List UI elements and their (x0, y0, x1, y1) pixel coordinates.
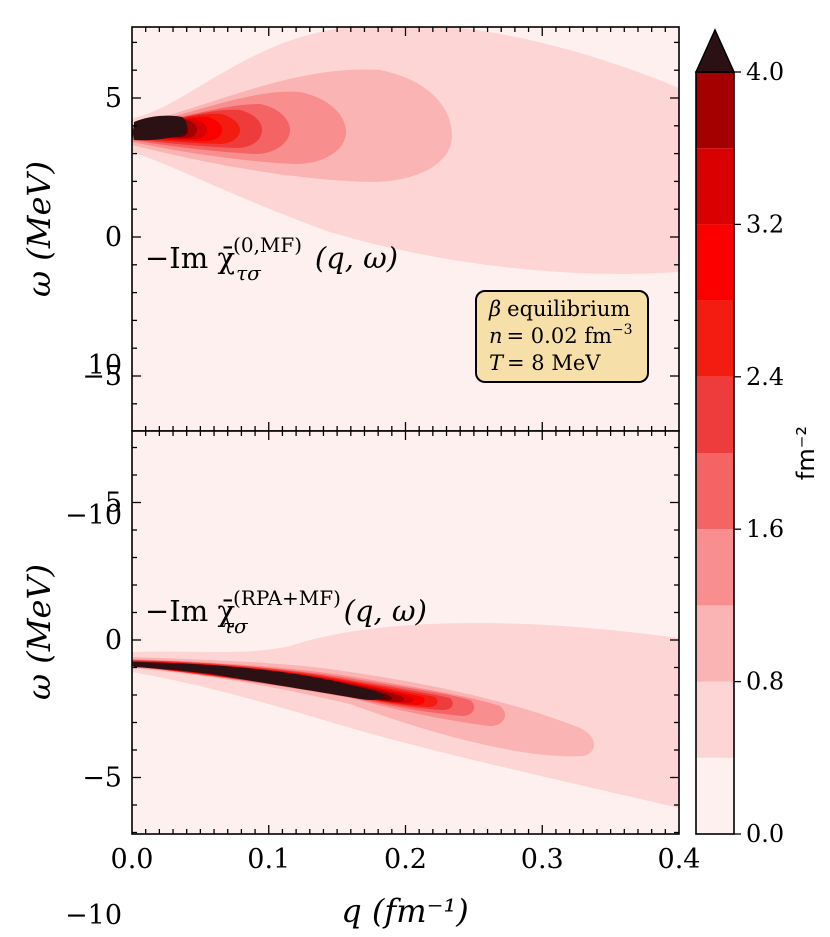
x-tick-label-0.1: 0.1 (247, 844, 290, 875)
info-density-symbol: n (489, 324, 503, 348)
bottom-y-axis-label: ω (MeV) (20, 564, 58, 700)
x-axis-label: q (fm⁻¹) (341, 892, 469, 930)
colorbar-tick-label-2.4: 2.4 (746, 363, 784, 391)
colorbar-tick-label-0: 0.0 (746, 820, 784, 848)
info-box-background (475, 290, 649, 383)
colorbar-segment-2.8 (696, 224, 734, 301)
bottom-contour-over-max (134, 662, 384, 700)
top-panel-ticks: 10 5 0 −5 −10 (65, 27, 679, 531)
top-panel: 10 5 0 −5 −10 −Im χ̄(0,MF) τσ (q, ω) βequilibr… (65, 26, 680, 531)
info-beta-symbol: β (488, 297, 501, 321)
colorbar-segment-1.2 (696, 529, 734, 606)
x-tick-label-0: 0.0 (111, 844, 154, 875)
x-tick-label-0.3: 0.3 (521, 844, 564, 875)
info-density-exponent: −3 (612, 322, 633, 338)
top-y-tick-label--10: −10 (65, 500, 122, 531)
colorbar-label: fm⁻² (792, 426, 820, 480)
bottom-panel-ticks: 10 5 0 −5 −10 0.0 0.1 0.2 0.3 0.4 (65, 350, 700, 931)
top-title-subscript: τσ (236, 261, 262, 285)
info-density-value: = 0.02 fm (507, 324, 612, 348)
info-temperature-value: = 8 MeV (507, 351, 601, 375)
colorbar-tick-label-4: 4.0 (746, 58, 784, 86)
bottom-title-subscript: τσ (223, 614, 249, 638)
top-y-axis-label: ω (MeV) (20, 161, 58, 297)
colorbar-tick-label-0.8: 0.8 (746, 668, 784, 696)
colorbar-tick-label-3.2: 3.2 (746, 210, 784, 238)
colorbar-segments (696, 72, 734, 834)
colorbar-segment-3.6 (696, 72, 734, 149)
top-y-tick-label-5: 5 (105, 83, 122, 114)
bottom-panel-title: −Im χ̄(RPA+MF) τσ (q, ω) (145, 586, 427, 638)
info-equilibrium-text: equilibrium (507, 297, 630, 321)
info-temperature-symbol: T (489, 351, 505, 375)
top-contour-over-max (134, 115, 187, 141)
colorbar-segment-2.4 (696, 300, 734, 377)
bottom-y-tick-label-10: 10 (88, 350, 122, 381)
colorbar-segment-0.8 (696, 605, 734, 682)
top-title-main: −Im χ̄ (145, 241, 235, 275)
top-y-tick-label--5: −5 (82, 361, 122, 392)
top-title-superscript: (0,MF) (233, 233, 302, 257)
bottom-panel: 10 5 0 −5 −10 0.0 0.1 0.2 0.3 0.4 −Im χ̄(RPA+MF) τ… (65, 350, 700, 931)
colorbar-ticks: 0.0 0.8 1.6 2.4 3.2 4.0 (734, 58, 784, 848)
bottom-title-tail: (q, ω) (344, 594, 427, 628)
bottom-y-tick-label-5: 5 (105, 488, 122, 519)
info-line-2: n = 0.02 fm−3 (489, 322, 633, 348)
bottom-y-tick-label--10: −10 (65, 900, 122, 931)
colorbar-tick-label-1.6: 1.6 (746, 515, 784, 543)
top-panel-title: −Im χ̄(0,MF) τσ (q, ω) (145, 233, 398, 285)
top-y-tick-label-0: 0 (105, 222, 122, 253)
bottom-y-tick-label-0: 0 (105, 625, 122, 656)
colorbar-frame (695, 71, 735, 835)
info-box: β equilibrium n = 0.02 fm−3 T = 8 MeV (475, 290, 649, 383)
info-line-1: β equilibrium (488, 297, 630, 321)
x-tick-label-0.4: 0.4 (658, 844, 701, 875)
bottom-title-main: −Im χ̄ (145, 594, 235, 628)
top-title-tail: (q, ω) (315, 241, 398, 275)
info-line-3: T = 8 MeV (489, 351, 601, 375)
colorbar: 0.0 0.8 1.6 2.4 3.2 4.0 fm⁻² (694, 28, 820, 848)
colorbar-segment-0 (696, 757, 734, 834)
bottom-contour-level-0.8 (132, 657, 595, 757)
colorbar-segment-3.2 (696, 148, 734, 225)
colorbar-segment-2 (696, 376, 734, 453)
colorbar-extend-arrow (694, 28, 736, 73)
colorbar-segment-1.6 (696, 453, 734, 530)
x-tick-label-0.2: 0.2 (384, 844, 427, 875)
bottom-title-superscript: (RPA+MF) (233, 586, 341, 610)
bottom-y-tick-label--5: −5 (82, 763, 122, 794)
colorbar-segment-0.4 (696, 681, 734, 758)
